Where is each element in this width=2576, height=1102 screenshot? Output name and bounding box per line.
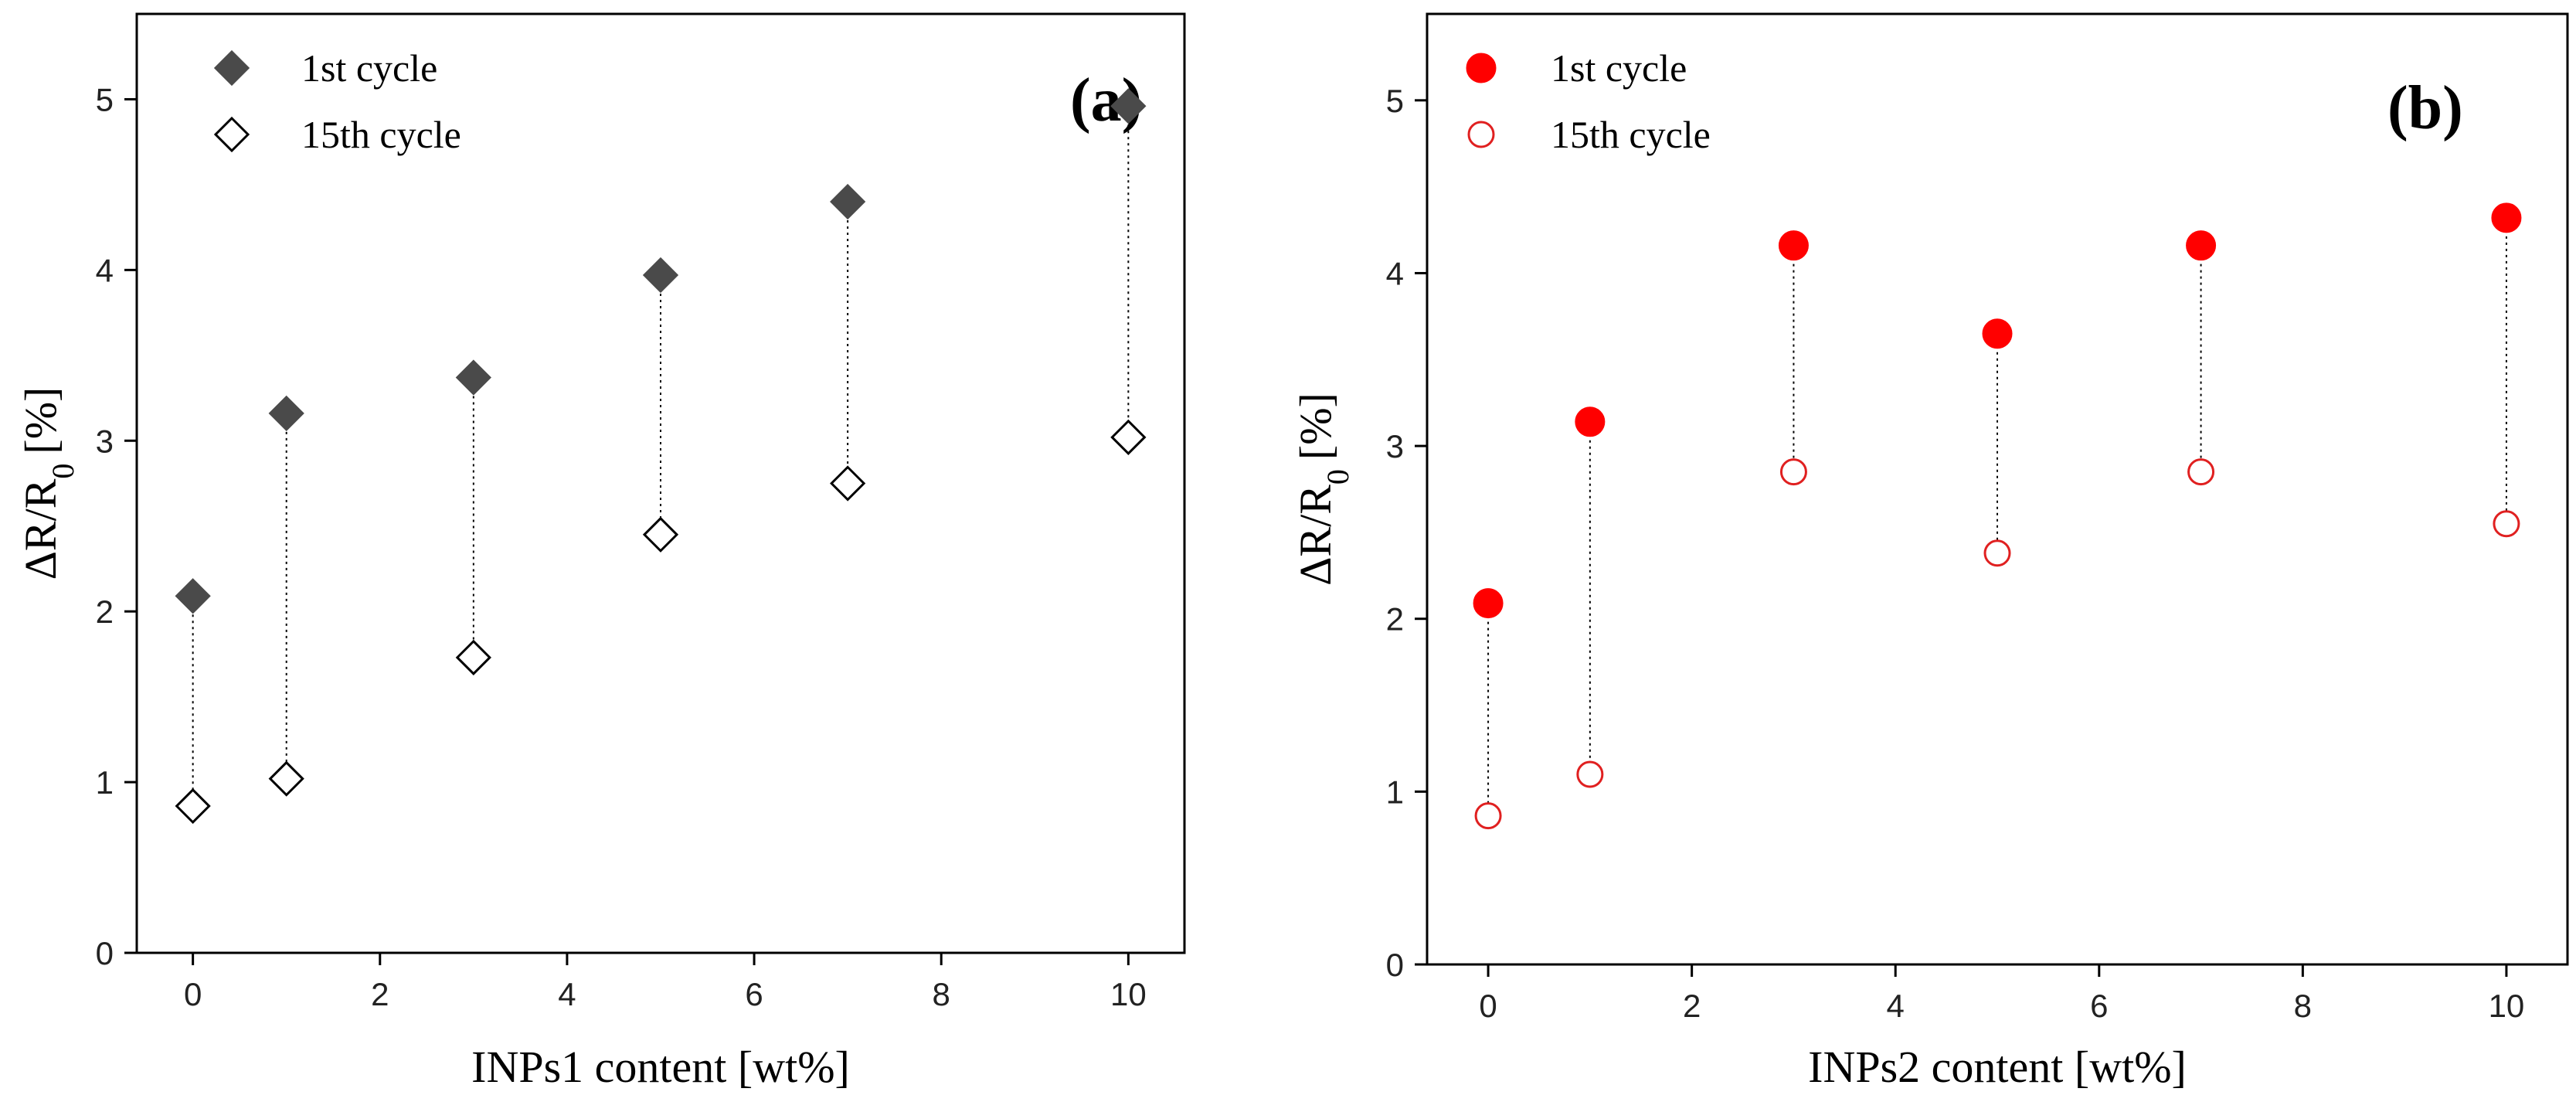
y-axis-label-main: ΔR/R — [15, 478, 66, 580]
legend-marker — [213, 49, 250, 87]
x-tick-label: 4 — [558, 976, 576, 1012]
x-tick-label: 10 — [1110, 976, 1147, 1012]
y-axis-label-subscript: 0 — [1320, 469, 1355, 485]
data-point — [642, 257, 679, 294]
y-tick-label: 4 — [96, 252, 114, 288]
series-1st-cycle — [1473, 202, 2522, 619]
series-15th-cycle — [175, 419, 1147, 825]
data-point — [642, 516, 679, 553]
y-axis-label-unit: [%] — [15, 387, 66, 454]
x-axis-label: INPs1 content [wt%] — [471, 1042, 850, 1092]
data-point — [2491, 202, 2522, 233]
y-tick-label: 5 — [1386, 83, 1404, 119]
legend-label: 15th cycle — [301, 113, 461, 156]
data-point — [1473, 588, 1504, 619]
y-axis-label: ΔR/R0 [%] — [1290, 393, 1355, 586]
data-point — [1778, 230, 1809, 261]
x-tick-label: 10 — [2489, 988, 2525, 1024]
legend-marker — [213, 116, 250, 153]
data-point — [830, 465, 866, 502]
y-tick-label: 3 — [96, 423, 114, 459]
x-tick-label: 8 — [933, 976, 950, 1012]
legend-marker — [1467, 121, 1495, 148]
y-tick-label: 1 — [1386, 774, 1404, 810]
y-tick-label: 2 — [96, 594, 114, 630]
x-tick-label: 2 — [1683, 988, 1701, 1024]
plot-frame — [135, 12, 1186, 954]
data-point — [455, 639, 491, 675]
data-point — [2187, 458, 2215, 486]
y-axis-label: ΔR/R0 [%] — [15, 387, 80, 580]
legend-marker — [1466, 53, 1497, 83]
legend: 1st cycle 15th cycle — [1466, 46, 1711, 156]
data-point — [175, 787, 211, 825]
y-tick-label: 4 — [1386, 255, 1404, 291]
legend-label: 1st cycle — [301, 46, 437, 90]
x-tick-label: 2 — [371, 976, 389, 1012]
data-point — [830, 183, 866, 220]
legend-label: 1st cycle — [1551, 46, 1687, 90]
legend: 1st cycle 15th cycle — [213, 46, 461, 156]
x-tick-label: 8 — [2294, 988, 2312, 1024]
y-tick-label: 2 — [1386, 601, 1404, 638]
data-point — [1983, 539, 2011, 567]
data-point — [2493, 510, 2520, 538]
y-tick-label: 1 — [96, 764, 114, 801]
data-point — [1982, 318, 2013, 349]
plot-frame — [1426, 12, 2569, 966]
y-axis-label-main: ΔR/R — [1290, 485, 1341, 586]
data-point — [1110, 419, 1147, 455]
y-tick-label: 3 — [1386, 428, 1404, 464]
y-axis-label-subscript: 0 — [46, 464, 80, 479]
series-1st-cycle — [175, 88, 1147, 614]
x-axis-label: INPs2 content [wt%] — [1808, 1042, 2187, 1092]
data-point — [455, 359, 491, 396]
y-tick-label: 5 — [96, 81, 114, 117]
y-tick-label: 0 — [1386, 947, 1404, 983]
data-point — [268, 395, 304, 432]
panel-label: (b) — [2387, 74, 2463, 142]
data-point — [175, 578, 211, 614]
data-point — [1576, 760, 1604, 788]
y-tick-label: 0 — [96, 935, 114, 971]
data-point — [268, 760, 304, 797]
x-tick-label: 6 — [745, 976, 763, 1012]
legend-label: 15th cycle — [1551, 113, 1711, 156]
data-point — [1474, 802, 1502, 830]
y-axis-label-unit: [%] — [1290, 393, 1341, 460]
data-point — [1575, 406, 1606, 437]
data-point — [1779, 458, 1807, 486]
x-tick-label: 4 — [1887, 988, 1905, 1024]
x-tick-label: 0 — [184, 976, 202, 1012]
series-15th-cycle — [1474, 458, 2520, 830]
x-tick-label: 6 — [2090, 988, 2108, 1024]
data-point — [1110, 88, 1147, 124]
data-point — [2186, 230, 2217, 261]
x-tick-label: 0 — [1479, 988, 1497, 1024]
